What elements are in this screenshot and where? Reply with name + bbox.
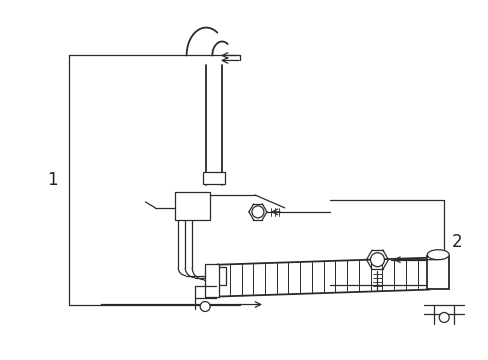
Bar: [427, 256, 448, 289]
Bar: [205, 264, 219, 297]
Bar: [175, 192, 210, 220]
Text: 1: 1: [47, 171, 58, 189]
Ellipse shape: [427, 250, 448, 260]
Circle shape: [200, 302, 210, 311]
Bar: [210, 267, 225, 285]
Text: 2: 2: [451, 233, 462, 251]
Circle shape: [370, 253, 384, 267]
Bar: [203, 172, 224, 184]
Circle shape: [438, 312, 448, 323]
Circle shape: [251, 206, 264, 218]
